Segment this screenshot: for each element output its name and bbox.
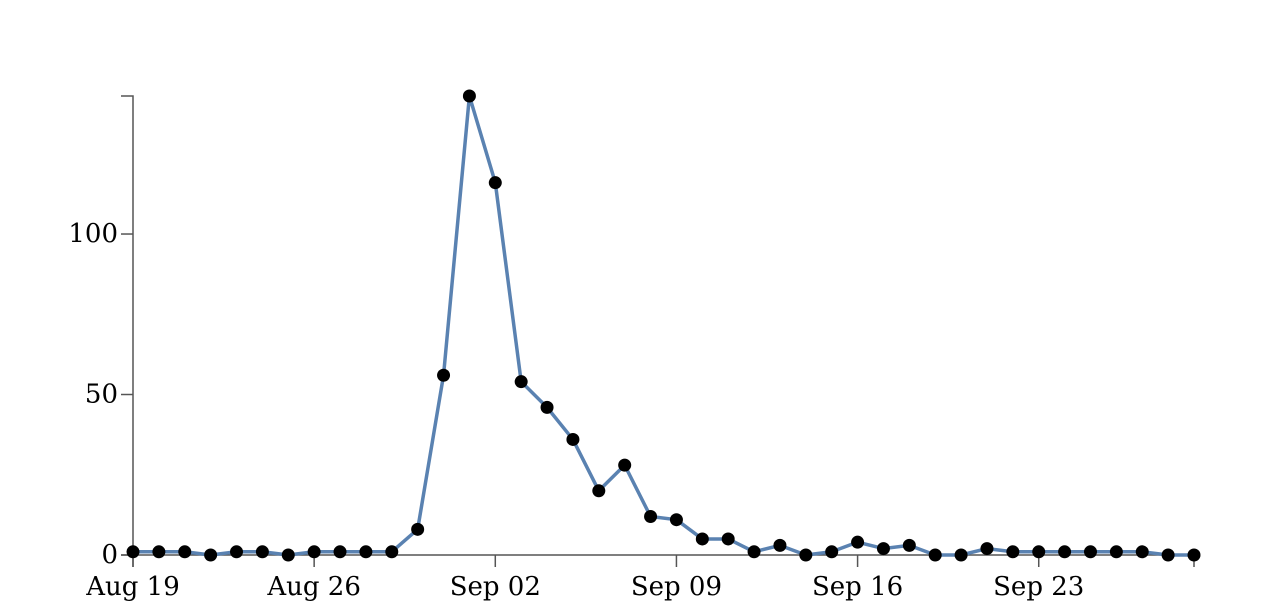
data-point (1058, 545, 1072, 559)
x-tick-label: Sep 23 (993, 572, 1084, 602)
x-axis: Aug 19 Aug 26 Sep 02 Sep 09 Sep 16 Sep 23 (85, 554, 1195, 602)
x-tick-label: Sep 09 (631, 572, 722, 602)
data-point (1006, 545, 1020, 559)
data-point (695, 532, 709, 546)
y-axis-line (121, 95, 134, 556)
data-point (799, 548, 813, 562)
data-point (566, 432, 580, 446)
data-point (747, 545, 761, 559)
data-point (281, 548, 295, 562)
data-point (851, 535, 865, 549)
data-point (1032, 545, 1046, 559)
data-point (980, 542, 994, 556)
data-point (255, 545, 269, 559)
data-point (669, 513, 683, 527)
data-point (437, 368, 451, 382)
data-point (333, 545, 347, 559)
series-line (131, 94, 1196, 557)
y-tick-label: 50 (85, 380, 118, 410)
data-point (1135, 545, 1149, 559)
x-tick-label: Aug 26 (266, 572, 361, 602)
series-group (131, 94, 1196, 557)
data-point (462, 89, 476, 103)
data-point (592, 484, 606, 498)
data-point (1083, 545, 1097, 559)
data-point (126, 545, 140, 559)
data-point (928, 548, 942, 562)
data-point (1109, 545, 1123, 559)
data-point (411, 522, 425, 536)
data-point (773, 538, 787, 552)
y-tick-label: 100 (68, 219, 118, 249)
data-point (876, 542, 890, 556)
data-point (307, 545, 321, 559)
y-tick-label: 0 (101, 540, 118, 570)
data-point (721, 532, 735, 546)
data-point (152, 545, 166, 559)
data-point (618, 458, 632, 472)
data-point (385, 545, 399, 559)
data-point (540, 400, 554, 414)
data-point (488, 176, 502, 190)
data-point (1161, 548, 1175, 562)
x-tick-label: Sep 16 (812, 572, 903, 602)
data-point (230, 545, 244, 559)
data-point (644, 509, 658, 523)
y-axis: 0 50 100 (68, 95, 134, 570)
data-point (178, 545, 192, 559)
x-tick-label: Aug 19 (85, 572, 180, 602)
data-point (359, 545, 373, 559)
data-point (514, 375, 528, 389)
x-tick-label: Sep 02 (450, 572, 541, 602)
data-point (1187, 548, 1201, 562)
points-group (126, 89, 1201, 562)
data-point (825, 545, 839, 559)
data-point (204, 548, 218, 562)
data-point (954, 548, 968, 562)
data-point (902, 538, 916, 552)
